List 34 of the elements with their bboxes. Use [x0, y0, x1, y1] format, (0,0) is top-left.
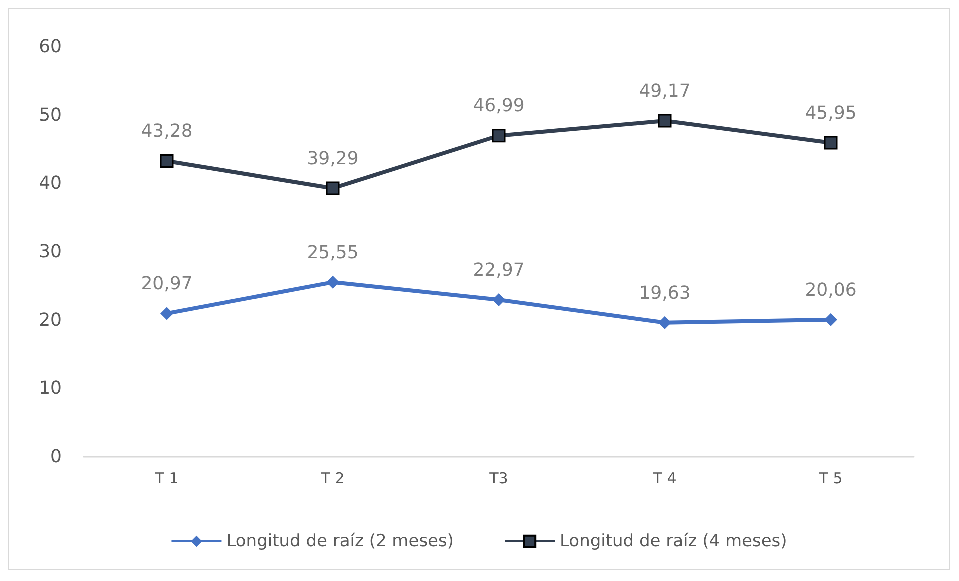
- x-tick-label: T 5: [818, 470, 843, 488]
- y-tick-label: 60: [39, 36, 62, 58]
- data-label: 25,55: [307, 242, 359, 264]
- data-label: 39,29: [307, 148, 359, 170]
- point: [326, 276, 340, 289]
- point: [160, 154, 174, 168]
- data-label: 20,97: [141, 274, 193, 295]
- legend-label: Longitud de raíz (2 meses): [226, 532, 454, 552]
- y-tick-label: 30: [39, 242, 62, 262]
- legend-label: Longitud de raíz (4 meses): [560, 532, 788, 552]
- y-tick-label: 40: [39, 173, 62, 194]
- data-label: 49,17: [639, 80, 691, 102]
- y-tick-label: 10: [39, 378, 62, 400]
- x-tick-label: T 1: [154, 470, 179, 488]
- point: [326, 182, 340, 196]
- x-tick-label: T 2: [320, 470, 345, 488]
- y-tick-label: 0: [50, 446, 62, 468]
- point: [658, 114, 672, 128]
- y-tick-label: 50: [39, 104, 62, 126]
- data-label: 45,95: [805, 102, 857, 124]
- data-label: 46,99: [473, 96, 525, 117]
- data-label: 43,28: [141, 121, 193, 142]
- x-tick-label: T3: [488, 470, 508, 488]
- point: [658, 316, 672, 330]
- y-tick-label: 20: [39, 310, 62, 331]
- data-label: 20,06: [805, 280, 857, 301]
- point: [824, 313, 838, 326]
- x-tick-label: T 4: [652, 470, 677, 488]
- point: [824, 136, 838, 150]
- point: [160, 307, 174, 320]
- point: [492, 294, 506, 307]
- data-label: 19,63: [639, 282, 691, 304]
- point: [492, 129, 506, 143]
- data-label: 22,97: [473, 260, 525, 282]
